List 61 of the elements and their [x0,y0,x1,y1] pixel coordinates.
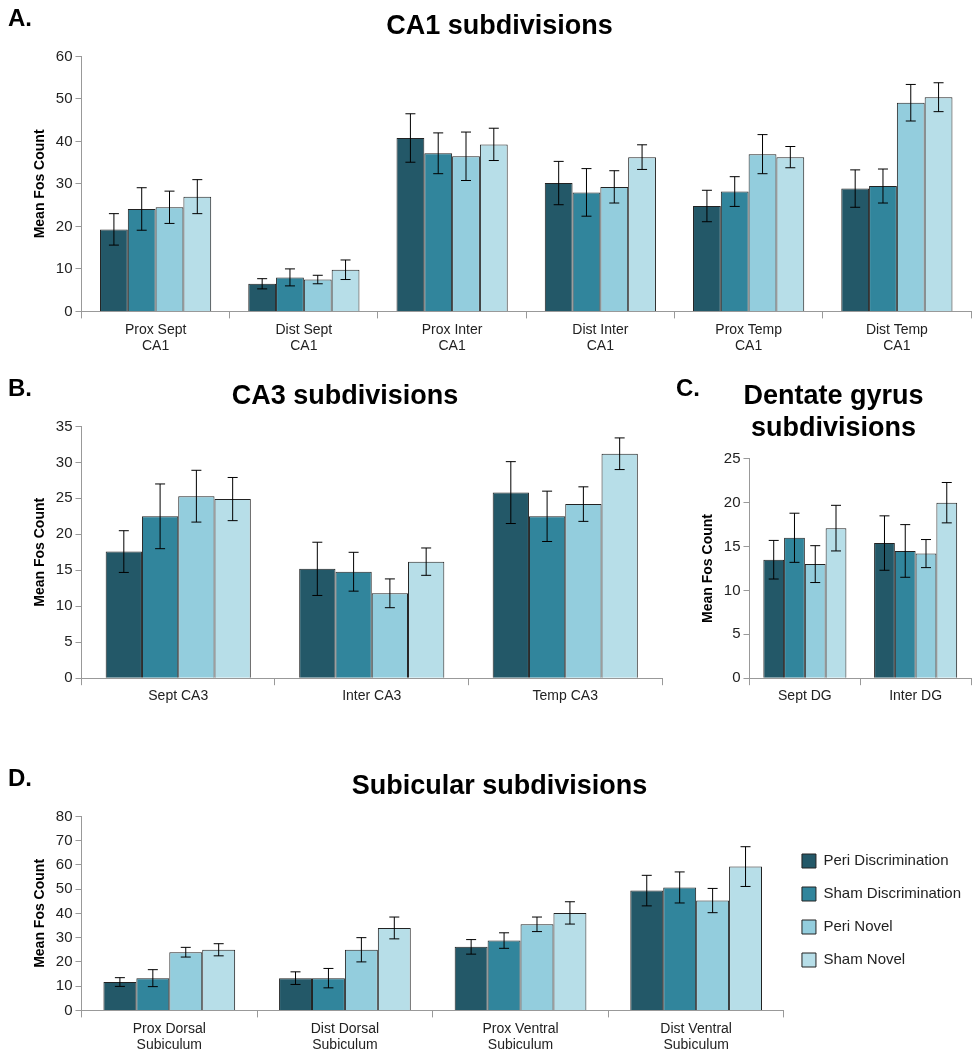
y-axis-title: Mean Fos Count [699,513,716,623]
y-tick-label: 0 [64,301,73,319]
x-tick-label: Sept CA3 [148,687,209,704]
y-tick-label: 0 [64,668,73,686]
x-tick-label: Prox Inter CA1 [421,320,483,354]
x-tick-label: Inter CA3 [342,687,402,704]
y-tick-label: 25 [55,488,73,506]
y-tick-label: 10 [723,580,741,598]
y-tick-label: 60 [55,46,73,64]
y-axis-title: Mean Fos Count [31,497,48,607]
x-tick-label: Prox Sept CA1 [124,320,187,354]
x-tick-label: Dist Ventral Subiculum [660,1019,732,1053]
y-tick-label: 20 [55,952,73,970]
text: C. [676,374,700,402]
y-tick-label: 10 [55,596,73,614]
y-tick-label: 5 [732,624,741,642]
x-tick-label: Temp CA3 [532,687,599,704]
chart-title: CA3 subdivisions [231,379,459,410]
x-tick-label: Dist Dorsal Subiculum [310,1019,380,1053]
y-tick-label: 50 [55,89,73,107]
y-tick-label: 60 [55,855,73,873]
x-tick-label: Prox Ventral Subiculum [482,1019,559,1053]
y-axis-title: Mean Fos Count [31,858,48,968]
text: B. [8,374,32,402]
legend-label: Peri Discrimination [823,851,949,869]
chart-title: Subicular subdivisions [351,769,648,800]
y-tick-label: 0 [732,668,741,686]
y-tick-label: 5 [64,632,73,650]
y-axis-title: Mean Fos Count [31,129,48,239]
chart-title: Dentate gyrus subdivisions [743,379,924,443]
y-tick-label: 25 [723,448,741,466]
y-tick-label: 30 [55,452,73,470]
x-tick-label: Dist Temp CA1 [865,320,929,354]
y-tick-label: 20 [55,216,73,234]
x-tick-label: Inter DG [889,687,943,704]
y-tick-label: 35 [55,416,73,434]
x-tick-label: Dist Inter CA1 [572,320,629,354]
y-tick-label: 40 [55,903,73,921]
x-tick-label: Dist Sept CA1 [275,320,333,354]
text: A. [8,4,32,32]
y-tick-label: 10 [55,259,73,277]
y-tick-label: 20 [55,524,73,542]
y-tick-label: 50 [55,879,73,897]
x-tick-label: Prox Dorsal Subiculum [132,1019,206,1053]
y-tick-label: 0 [64,1000,73,1018]
legend-label: Sham Novel [823,950,906,968]
y-tick-label: 80 [55,806,73,824]
y-tick-label: 15 [723,536,741,554]
y-tick-label: 40 [55,131,73,149]
y-tick-label: 20 [723,492,741,510]
y-tick-label: 30 [55,174,73,192]
legend-label: Sham Discrimination [823,884,962,902]
y-tick-label: 10 [55,976,73,994]
x-tick-label: Prox Temp CA1 [715,320,783,354]
legend-label: Peri Novel [823,917,893,935]
y-tick-label: 70 [55,830,73,848]
y-tick-label: 30 [55,927,73,945]
chart-title: CA1 subdivisions [386,9,613,40]
text: D. [8,764,32,792]
y-tick-label: 15 [55,560,73,578]
x-tick-label: Sept DG [778,687,832,704]
